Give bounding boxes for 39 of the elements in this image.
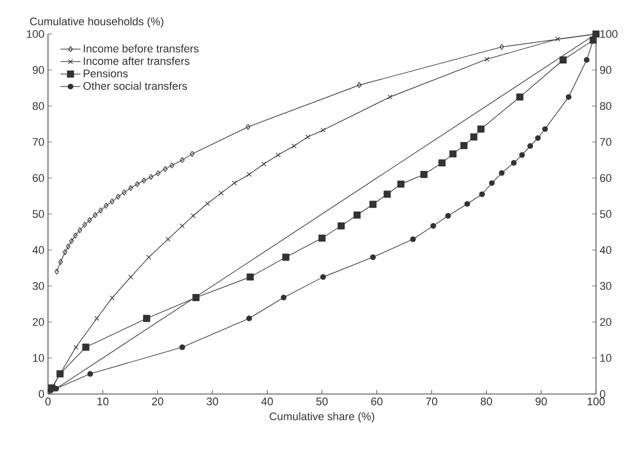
x-tick-label: 70 bbox=[426, 398, 438, 406]
x-tick-label: 20 bbox=[152, 398, 164, 406]
legend-label: Other social transfers bbox=[83, 82, 187, 90]
y-tick-label: 10 bbox=[33, 354, 44, 362]
y-tick-label: 90 bbox=[32, 66, 44, 74]
x-axis-title: Cumulative share (%) bbox=[270, 412, 374, 422]
y2-tick-label: 50 bbox=[600, 210, 612, 218]
y-tick-label: 100 bbox=[26, 30, 44, 38]
y-tick-label: 80 bbox=[32, 102, 44, 110]
y2-tick-label: 90 bbox=[600, 66, 612, 74]
legend-label: Income after transfers bbox=[84, 56, 190, 65]
y2-tick-label: 80 bbox=[600, 102, 612, 110]
x-tick-label: 90 bbox=[536, 398, 547, 406]
y2-tick-label: 70 bbox=[600, 138, 612, 146]
y2-tick-label: 100 bbox=[600, 30, 618, 38]
y2-tick-label: 10 bbox=[600, 354, 612, 362]
legend-label: Pensions bbox=[84, 69, 128, 78]
x-tick-label: 30 bbox=[206, 398, 218, 406]
y-axis-title: Cumulative households (%) bbox=[30, 17, 164, 28]
x-tick-label: 100 bbox=[588, 398, 605, 406]
y-tick-label: 20 bbox=[32, 318, 44, 326]
x-tick-label: 60 bbox=[371, 398, 382, 406]
y2-tick-label: 60 bbox=[600, 174, 612, 182]
y-tick-label: 70 bbox=[32, 138, 44, 146]
y-tick-label: 30 bbox=[32, 282, 44, 290]
y2-tick-label: 30 bbox=[600, 282, 612, 290]
y-tick-label: 40 bbox=[32, 246, 44, 254]
y-tick-label: 50 bbox=[32, 210, 44, 218]
y2-tick-label: 0 bbox=[600, 390, 606, 398]
x-tick-label: 50 bbox=[316, 398, 328, 406]
y-tick-label: 0 bbox=[38, 390, 44, 398]
y-tick-label: 60 bbox=[32, 174, 44, 182]
y2-tick-label: 20 bbox=[600, 318, 612, 326]
x-tick-label: 10 bbox=[98, 398, 108, 406]
x-tick-label: 40 bbox=[261, 398, 273, 406]
legend-label: Income before transfers bbox=[84, 44, 199, 52]
x-tick-label: 80 bbox=[480, 398, 492, 406]
y2-tick-label: 40 bbox=[600, 246, 612, 254]
x-tick-label: 0 bbox=[45, 398, 51, 406]
